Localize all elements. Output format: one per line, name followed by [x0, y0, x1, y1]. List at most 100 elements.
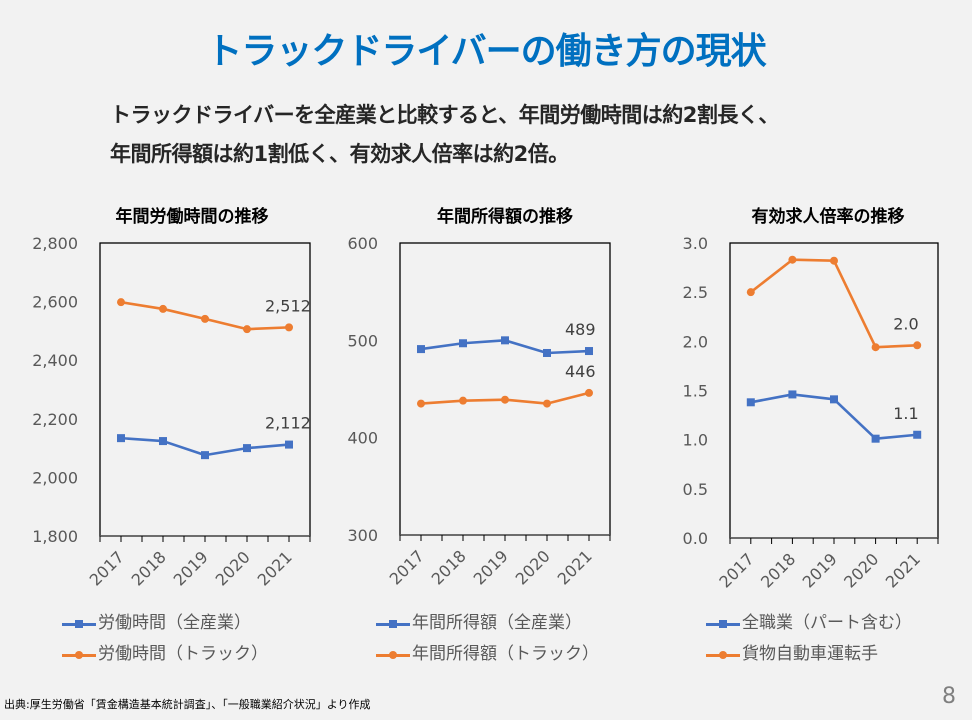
- x-tick-label: 2018: [128, 547, 170, 589]
- summary-line-2: 年間所得額は約1割低く、有効求人倍率は約2倍。: [110, 142, 569, 166]
- legend-item-truck-income: 年間所得額（トラック）: [376, 639, 599, 670]
- y-tick-label: 0.5: [683, 480, 708, 499]
- data-label: 489: [565, 320, 596, 339]
- data-point: [871, 343, 880, 352]
- y-tick-label: 300: [347, 526, 378, 545]
- page-title: トラックドライバーの働き方の現状: [206, 31, 766, 72]
- data-point: [459, 339, 467, 348]
- x-tick-label: 2020: [840, 549, 882, 591]
- data-point: [543, 348, 551, 357]
- data-point: [871, 434, 880, 443]
- y-tick-label: 1.5: [683, 382, 708, 401]
- plot-area-border: [729, 242, 939, 539]
- source-note: 出典:厚生労働省「賃金構造基本統計調査」、「一般職業紹介状況」より作成: [4, 698, 371, 711]
- y-tick-label: 1,800: [32, 527, 78, 546]
- data-label: 2.0: [893, 314, 918, 333]
- x-tick-label: 2019: [170, 547, 212, 589]
- data-point: [201, 314, 209, 323]
- y-tick-label: 400: [347, 429, 378, 448]
- data-point: [417, 399, 425, 408]
- plot-area-border: [399, 242, 611, 536]
- legend-label: 労働時間（全産業）: [98, 613, 251, 633]
- legend-marker-orange-icon: [706, 648, 740, 662]
- plot-area-border: [99, 242, 311, 537]
- data-point: [417, 345, 425, 354]
- x-tick-label: 2017: [715, 549, 757, 591]
- legend-marker-orange-icon: [62, 648, 96, 662]
- data-point: [830, 395, 838, 404]
- y-tick-label: 0.0: [683, 529, 708, 548]
- data-point: [788, 390, 797, 399]
- data-point: [746, 398, 755, 407]
- chart-title-job-ratio: 有効求人倍率の推移: [751, 207, 905, 227]
- legend-label: 貨物自動車運転手: [742, 644, 878, 664]
- data-point: [746, 288, 755, 297]
- data-point: [830, 256, 838, 265]
- data-point: [913, 341, 922, 350]
- summary-text: トラックドライバーを全産業と比較すると、年間労働時間は約2割長く、 年間所得額は…: [110, 96, 779, 174]
- legend-item-all-industry-hours: 労働時間（全産業）: [62, 608, 268, 639]
- y-tick-label: 2,400: [32, 351, 78, 370]
- data-point: [285, 323, 293, 332]
- x-tick-label: 2018: [428, 546, 470, 588]
- x-tick-label: 2017: [386, 546, 428, 588]
- legend-annual-income: 年間所得額（全産業） 年間所得額（トラック）: [376, 608, 599, 670]
- data-point: [501, 395, 509, 404]
- legend-label: 年間所得額（トラック）: [412, 644, 599, 664]
- x-tick-label: 2021: [882, 549, 924, 591]
- data-point: [459, 396, 467, 405]
- data-point: [117, 434, 125, 443]
- data-point: [501, 336, 509, 345]
- x-tick-label: 2021: [554, 546, 596, 588]
- page-number: 8: [942, 684, 956, 709]
- legend-item-all-jobs: 全職業（パート含む）: [706, 608, 912, 639]
- data-point: [788, 255, 797, 264]
- x-tick-label: 2017: [86, 547, 128, 589]
- y-tick-label: 1.0: [683, 431, 708, 450]
- y-tick-label: 2,600: [32, 293, 78, 312]
- chart-title-annual-income: 年間所得額の推移: [437, 207, 573, 227]
- x-tick-label: 2020: [212, 547, 254, 589]
- legend-label: 全職業（パート含む）: [742, 613, 912, 633]
- x-tick-label: 2019: [470, 546, 512, 588]
- data-point: [243, 444, 251, 453]
- legend-label: 労働時間（トラック）: [98, 644, 268, 664]
- y-tick-label: 3.0: [683, 234, 708, 253]
- data-label: 1.1: [893, 404, 918, 423]
- legend-job-ratio: 全職業（パート含む） 貨物自動車運転手: [706, 608, 912, 670]
- legend-marker-orange-icon: [376, 648, 410, 662]
- y-tick-label: 2,200: [32, 410, 78, 429]
- data-label: 2,112: [265, 414, 311, 433]
- y-tick-label: 600: [347, 234, 378, 253]
- data-point: [913, 430, 922, 439]
- data-point: [159, 304, 167, 313]
- y-tick-label: 2,800: [32, 234, 78, 253]
- legend-item-truck-hours: 労働時間（トラック）: [62, 639, 268, 670]
- data-label: 2,512: [265, 296, 311, 315]
- data-point: [117, 298, 125, 307]
- legend-item-all-industry-income: 年間所得額（全産業）: [376, 608, 599, 639]
- y-tick-label: 500: [347, 331, 378, 350]
- y-tick-label: 2,000: [32, 468, 78, 487]
- data-point: [243, 325, 251, 334]
- legend-marker-blue-icon: [706, 617, 740, 631]
- legend-item-truck-drivers: 貨物自動車運転手: [706, 639, 912, 670]
- data-point: [159, 437, 167, 446]
- x-tick-label: 2021: [254, 547, 296, 589]
- y-tick-label: 2.5: [683, 283, 708, 302]
- legend-label: 年間所得額（全産業）: [412, 613, 582, 633]
- summary-line-1: トラックドライバーを全産業と比較すると、年間労働時間は約2割長く、: [110, 103, 779, 127]
- data-point: [201, 451, 209, 460]
- x-tick-label: 2020: [512, 546, 554, 588]
- data-point: [543, 399, 551, 408]
- data-point: [585, 388, 593, 397]
- x-tick-label: 2018: [757, 549, 799, 591]
- x-tick-label: 2019: [799, 549, 841, 591]
- legend-working-hours: 労働時間（全産業） 労働時間（トラック）: [62, 608, 268, 670]
- chart-title-working-hours: 年間労働時間の推移: [115, 207, 269, 227]
- data-point: [585, 347, 593, 356]
- legend-marker-blue-icon: [62, 617, 96, 631]
- y-tick-label: 2.0: [683, 332, 708, 351]
- series-line-1: [750, 258, 918, 349]
